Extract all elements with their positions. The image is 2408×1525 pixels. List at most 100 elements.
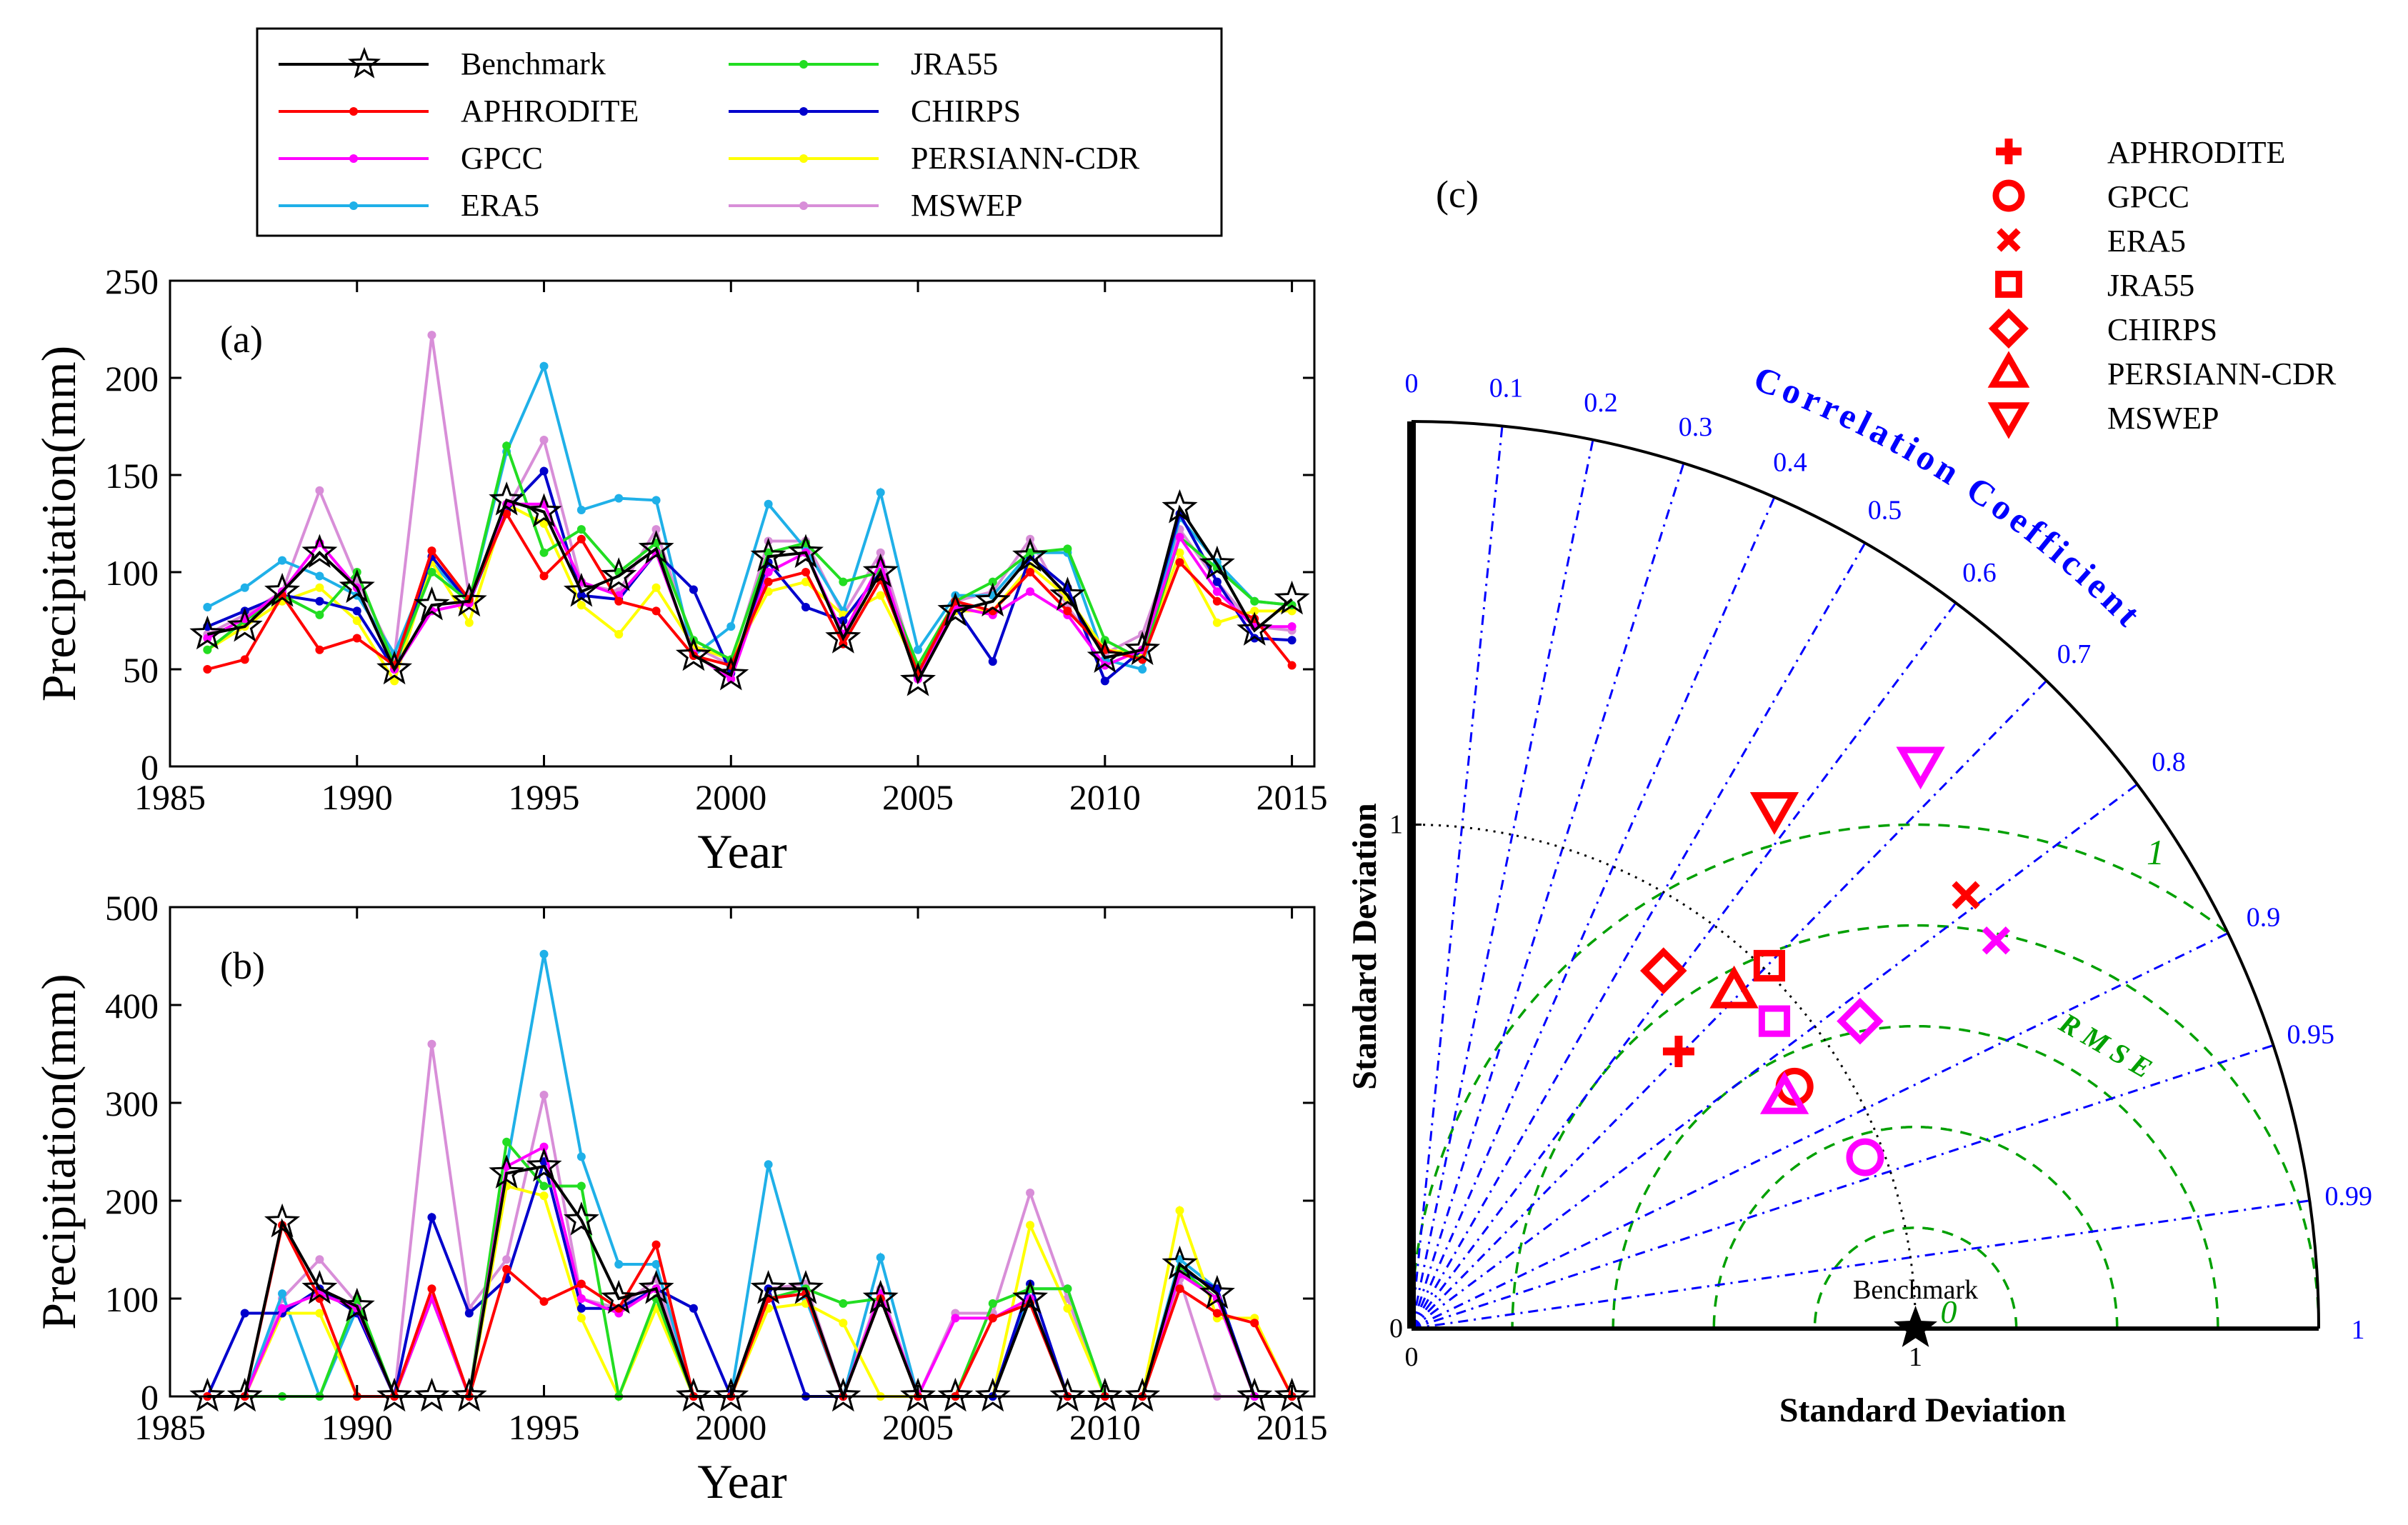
point-chirps [1287,636,1297,645]
point-benchmark [675,636,711,671]
point-benchmark [526,493,562,527]
x-axis-label: Year [697,1454,787,1509]
point-benchmark [339,1287,375,1322]
point-jra55 [539,1181,549,1191]
point-benchmark [451,1377,487,1412]
point-chirps-b-shape [1837,997,1884,1045]
taylor-legend-marker-era5 [1997,228,2021,252]
correlation-tick-label: 0.7 [2057,639,2092,669]
point-gpcc [539,1142,549,1151]
point-aphrodite [539,571,549,581]
point-benchmark [339,569,375,604]
x-tick-label: 1985 [134,1407,206,1447]
point-benchmark [1237,611,1273,646]
point-jra55 [427,568,436,576]
panel-label: (a) [220,318,263,361]
point-mswep-a [1749,791,1799,835]
point-gpcc [1287,622,1297,631]
legend-label-jra55: JRA55 [911,46,998,81]
point-aphrodite [764,577,773,586]
point-benchmark [638,1270,674,1304]
taylor-legend-label-aphrodite: APHRODITE [2107,135,2285,170]
point-era5 [651,1260,661,1269]
taylor-legend-marker-chirps-shape [1989,309,2029,349]
point-aphrodite [1250,1319,1259,1328]
point-era5 [764,499,773,509]
point-persiann-cdr-a-shape [1709,965,1759,1009]
point-era5 [278,1289,287,1299]
reference-std-arc [1411,823,1917,1329]
point-aphrodite [427,1284,436,1294]
point-aphrodite [1287,661,1297,670]
legend-label-aphrodite: APHRODITE [461,94,639,129]
point-jra55 [839,1299,848,1308]
correlation-tick-label: 0.1 [1489,374,1524,404]
point-aphrodite [539,1297,549,1306]
point-benchmark [788,1270,824,1304]
x-tick-label: 1990 [321,1407,393,1447]
point-benchmark [937,1377,974,1412]
point-benchmark [301,534,338,569]
point-jra55 [764,548,773,557]
plot-frame [169,279,1316,768]
point-benchmark [638,530,674,564]
rmse-level-label: 1 [2147,832,2164,872]
point-benchmark [264,572,301,607]
rmse-level-label: 0 [1941,1294,1957,1330]
point-era5 [278,556,287,565]
taylor-legend-marker-persiann-cdr-shape [1987,351,2030,388]
legend-label-gpcc: GPCC [461,141,543,176]
point-persiann-cdr [839,1319,848,1328]
point-benchmark [1237,1377,1273,1412]
correlation-line [1410,439,1594,1329]
taylor-legend-label-chirps: CHIRPS [2107,312,2217,347]
point-aphrodite [801,568,810,576]
y-tick-label: 500 [105,888,159,928]
point-benchmark [1274,1377,1310,1412]
point-benchmark [1049,1377,1086,1412]
point-persiann-cdr [390,676,399,686]
point-gpcc [764,568,773,576]
point-chirps [1100,676,1109,686]
point-benchmark [189,1377,226,1412]
taylor-legend-marker-chirps [1989,309,2029,349]
point-era5 [876,488,885,497]
reference-label: Benchmark [1853,1275,1978,1305]
point-era5 [876,1253,885,1262]
taylor-legend-marker-mswep-shape [1987,402,2030,439]
correlation-axis-label: Correlation Coefficient [1749,358,2151,636]
series-line-persiann-cdr [207,1184,1294,1402]
correlation-tick-label: 0.9 [2247,902,2281,932]
x-tick-label: 2015 [1257,777,1328,817]
point-chirps [988,657,997,666]
point-benchmark [601,557,637,591]
taylor-legend-marker-jra55 [1995,271,2022,298]
point-chirps-b [1837,997,1884,1045]
taylor-legend-marker-era5-shape [1997,228,2021,252]
point-aphrodite [576,534,586,544]
point-era5 [539,949,549,959]
point-aphrodite [427,546,436,556]
point-persiann-cdr-b-shape [1759,1071,1809,1114]
point-benchmark [1086,639,1123,673]
point-era5 [914,645,923,654]
point-benchmark [1274,580,1310,615]
x-tick-label: 2010 [1069,777,1141,817]
outer-arc [1411,420,2320,1329]
point-persiann-cdr [539,1191,549,1201]
point-aphrodite [651,1240,661,1249]
point-aphrodite [1175,1284,1184,1294]
taylor-legend-label-era5: ERA5 [2107,224,2186,259]
point-jra55 [1063,1284,1072,1294]
plot-frame [169,906,1316,1398]
point-benchmark [862,553,899,588]
point-aphrodite [1212,1309,1222,1318]
point-aphrodite [614,596,624,606]
point-mswep [502,1255,511,1264]
point-benchmark [226,607,263,642]
point-jra55-a-shape [1753,949,1786,982]
point-benchmark [489,481,525,516]
point-benchmark [1161,489,1198,524]
point-chirps [539,466,549,476]
series-jra55 [203,1137,1297,1402]
